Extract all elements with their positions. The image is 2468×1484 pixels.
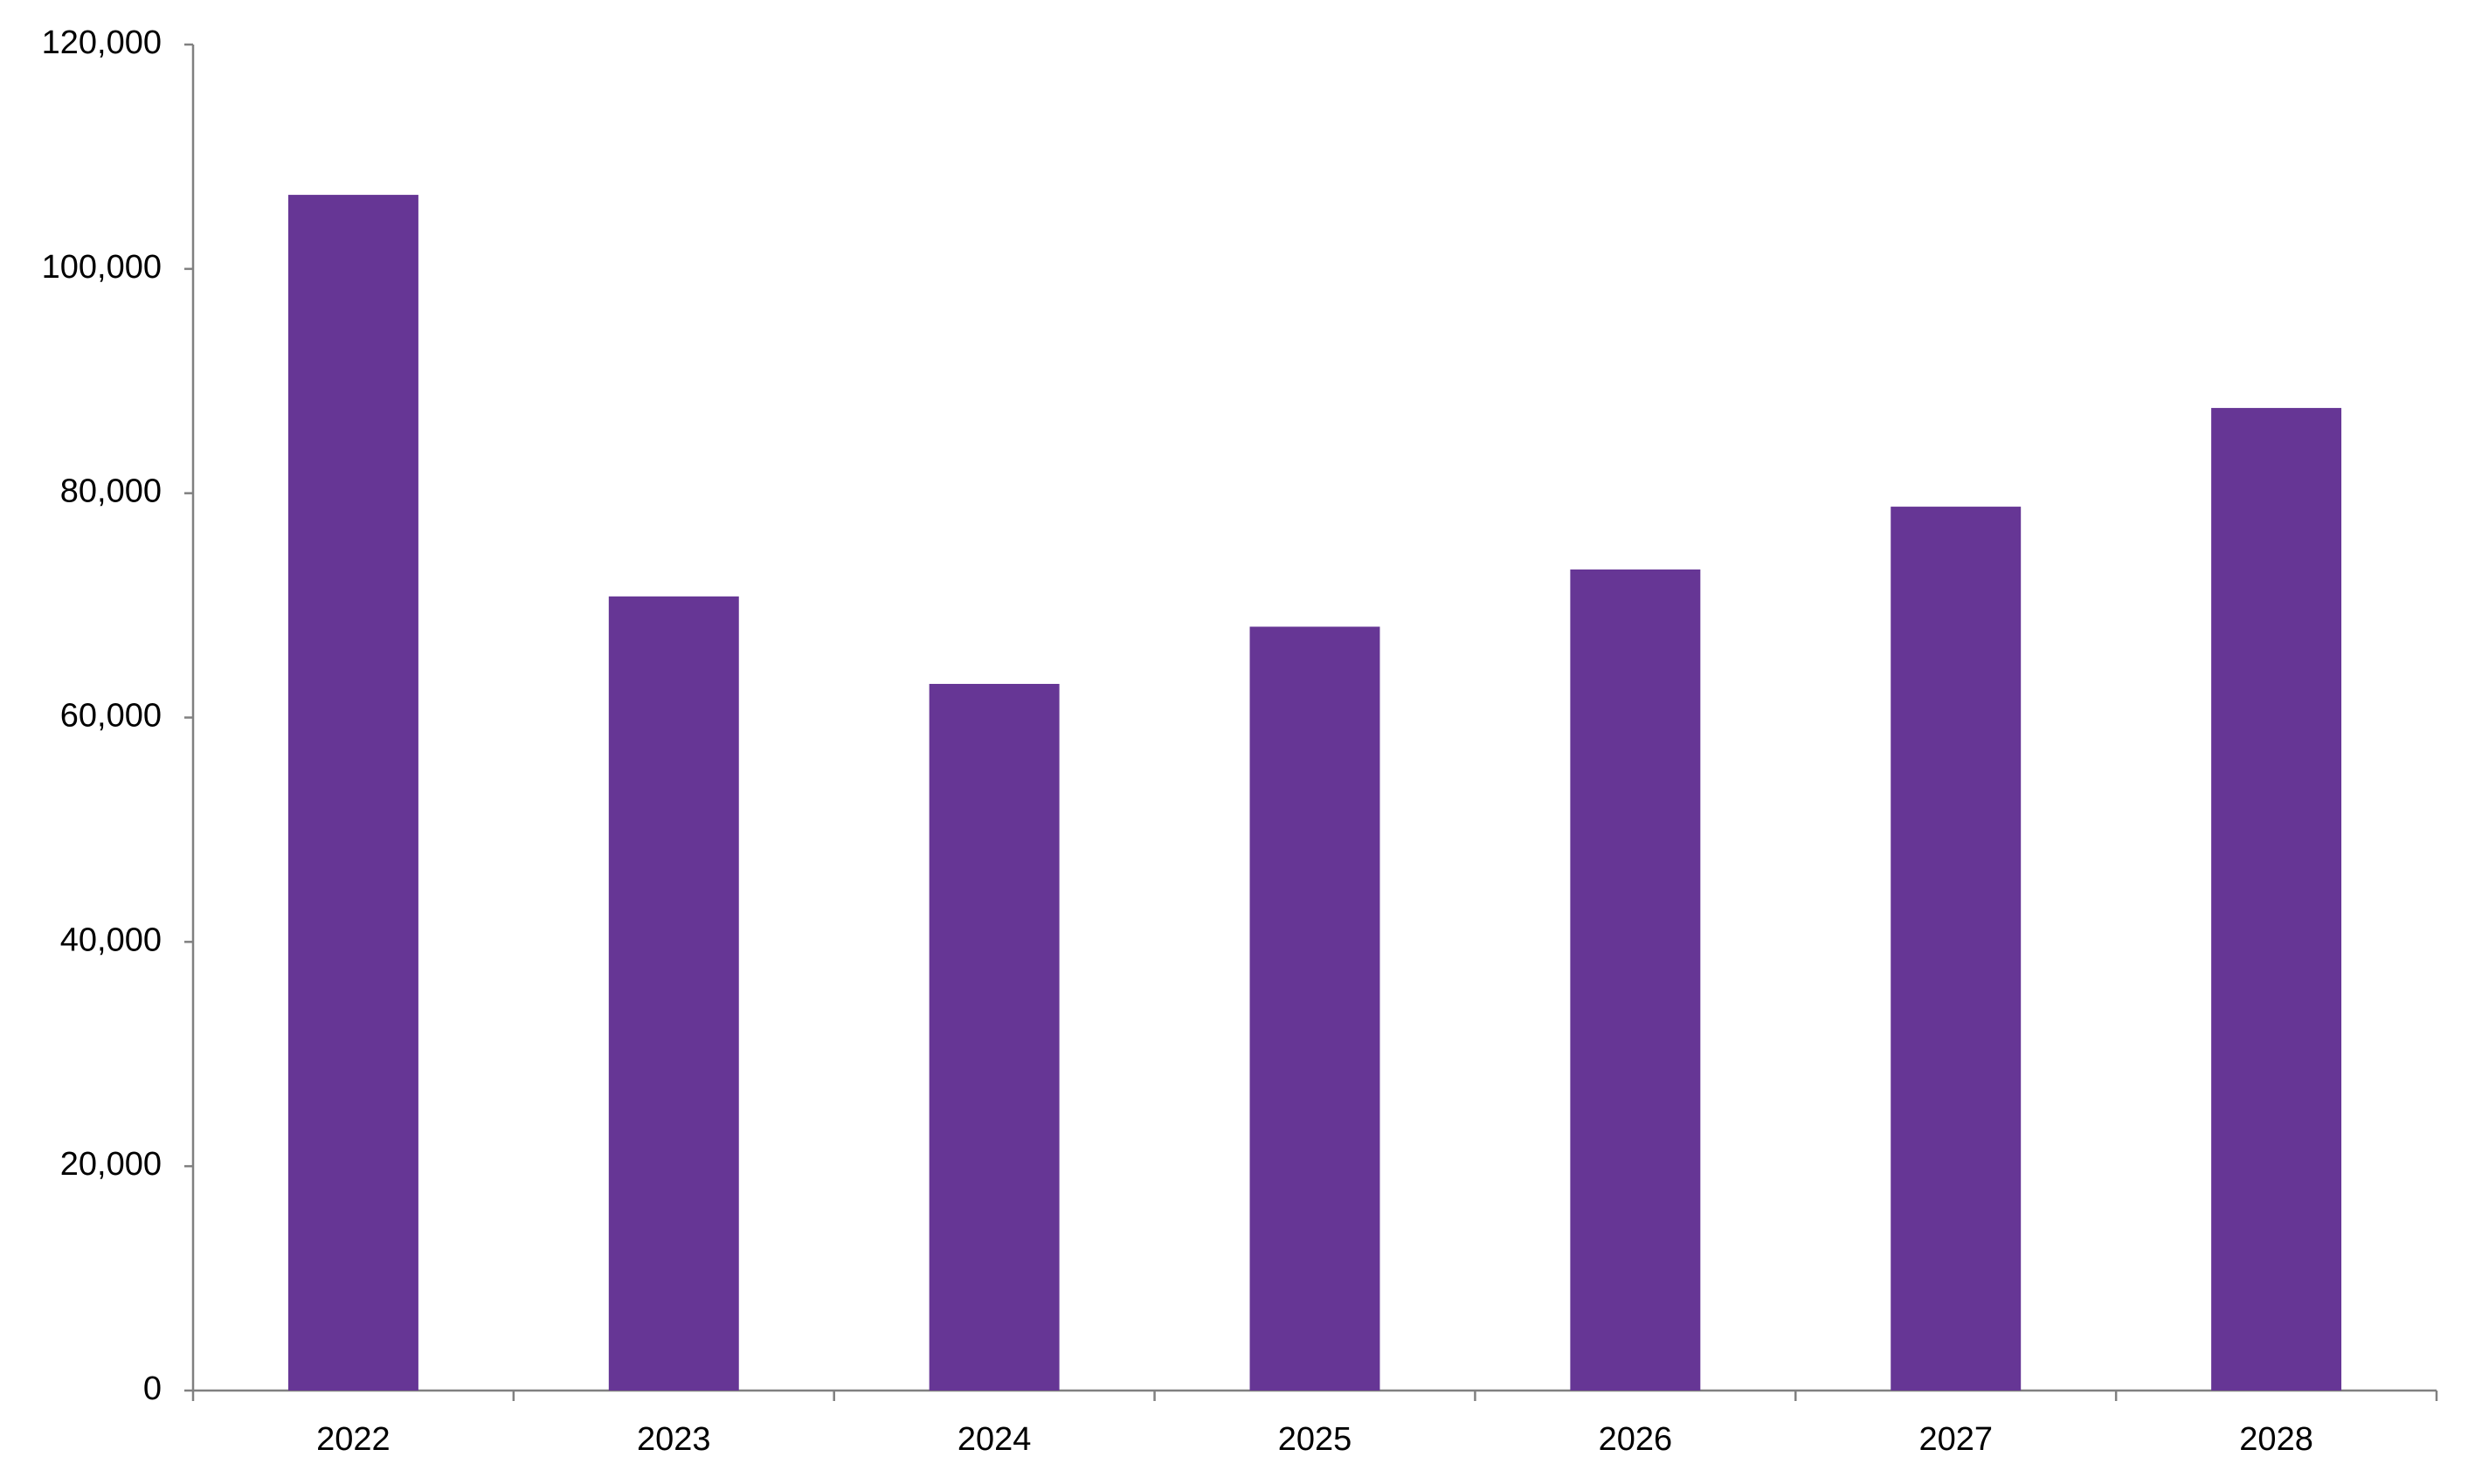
bar: [1891, 507, 2022, 1391]
x-tick-label: 2023: [637, 1421, 711, 1458]
bar: [608, 596, 739, 1391]
x-tick-label: 2024: [957, 1421, 1032, 1458]
bar: [1249, 626, 1380, 1391]
y-tick-label: 100,000: [42, 249, 162, 286]
x-tick-label: 2022: [316, 1421, 391, 1458]
y-tick-label: 40,000: [60, 921, 162, 958]
bar: [2211, 408, 2342, 1391]
x-tick-label: 2026: [1599, 1421, 1673, 1458]
y-tick-label: 20,000: [60, 1146, 162, 1183]
y-tick-label: 120,000: [42, 24, 162, 61]
x-tick-label: 2027: [1918, 1421, 1993, 1458]
y-tick-label: 80,000: [60, 473, 162, 510]
bar: [287, 195, 418, 1391]
y-tick-label: 0: [143, 1370, 162, 1407]
bar: [1570, 569, 1701, 1391]
x-tick-label: 2025: [1278, 1421, 1352, 1458]
bar: [929, 683, 1060, 1391]
x-tick-label: 2028: [2239, 1421, 2313, 1458]
y-tick-label: 60,000: [60, 698, 162, 735]
